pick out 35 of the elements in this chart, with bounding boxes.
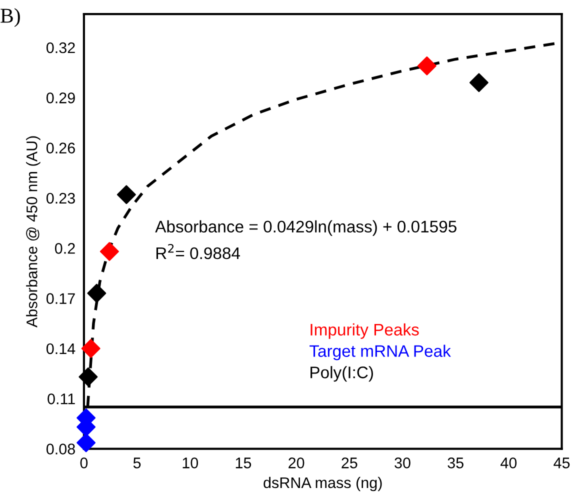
point: [116, 185, 136, 204]
x-tick-label: 40: [500, 458, 517, 468]
point: [81, 338, 100, 358]
x-tick-label: 15: [236, 458, 252, 468]
y-tick-label: 0.2: [54, 243, 75, 254]
y-axis-title: Absorbance @ 450 nm (AU): [26, 136, 40, 328]
y-tick-label: 0.11: [48, 393, 75, 404]
x-tick-label: 45: [554, 458, 570, 468]
text: Poly(I:C): [310, 366, 373, 382]
x-tick-label: 30: [394, 458, 410, 468]
point: [76, 433, 96, 452]
text: B): [0, 8, 20, 28]
x-axis-title: dsRNA mass (ng): [264, 476, 382, 492]
annotation: Absorbance = 0.0429ln(mass) + 0.01595: [155, 220, 456, 236]
y-tick-label: 0.17: [46, 293, 75, 304]
point: [469, 73, 488, 92]
x-tick-label: 10: [182, 458, 198, 468]
point: [417, 56, 436, 76]
text: Impurity Peaks: [310, 323, 419, 339]
x-tick-label: 20: [288, 458, 304, 468]
y-tick-label: 0.32: [46, 42, 75, 54]
x-tick-label: 0: [80, 458, 88, 468]
y-tick-label: 0.23: [46, 192, 75, 204]
y-tick-label: 0.26: [46, 142, 75, 154]
x-tick-label: 35: [448, 458, 464, 468]
point: [78, 367, 98, 386]
text: Target mRNA Peak: [310, 344, 451, 360]
y-tick-label: 0.14: [46, 343, 76, 354]
point: [100, 242, 119, 261]
y-tick-label: 0.08: [46, 444, 75, 454]
x-tick-label: 25: [342, 458, 358, 468]
y-tick-label: 0.29: [46, 92, 75, 104]
point: [87, 284, 106, 303]
x-tick-label: 5: [133, 458, 141, 468]
annotation: R$^{2}$= 0.9884: [156, 244, 240, 260]
